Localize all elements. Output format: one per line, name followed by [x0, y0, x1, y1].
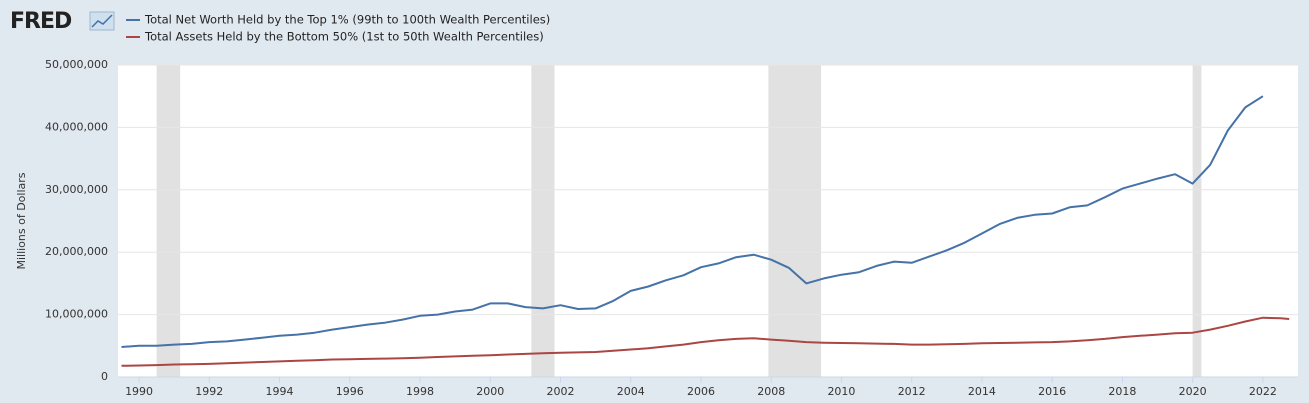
- y-tick-label: 30,000,000: [45, 183, 108, 196]
- x-tick-label: 1994: [266, 385, 294, 398]
- x-tick-label: 2012: [898, 385, 926, 398]
- x-tick-label: 2008: [757, 385, 785, 398]
- logo-icon: [89, 11, 115, 31]
- x-tick-label: 2018: [1108, 385, 1136, 398]
- y-tick-label: 10,000,000: [45, 308, 108, 321]
- y-tick-label: 20,000,000: [45, 245, 108, 258]
- x-tick-label: 2002: [547, 385, 575, 398]
- series-line: [121, 95, 1264, 348]
- x-tick-label: 1992: [195, 385, 223, 398]
- x-tick-label: 1998: [406, 385, 434, 398]
- recession-band: [1192, 65, 1202, 377]
- x-tick-label: 1990: [125, 385, 153, 398]
- y-axis-title: Millions of Dollars: [15, 172, 28, 269]
- recession-band: [156, 65, 181, 377]
- recession-band: [768, 65, 822, 377]
- legend-label: Total Net Worth Held by the Top 1% (99th…: [144, 13, 550, 27]
- x-tick-label: 2010: [827, 385, 855, 398]
- x-tick-label: 1996: [336, 385, 364, 398]
- x-tick-label: 2000: [476, 385, 504, 398]
- recession-band: [531, 65, 555, 377]
- y-tick-label: 0: [101, 370, 108, 383]
- x-tick-label: 2020: [1179, 385, 1207, 398]
- logo: FRED: [10, 9, 72, 34]
- x-tick-label: 2004: [617, 385, 645, 398]
- x-tick-label: 2022: [1249, 385, 1277, 398]
- x-tick-label: 2016: [1038, 385, 1066, 398]
- y-tick-label: 50,000,000: [45, 58, 108, 71]
- y-tick-label: 40,000,000: [45, 120, 108, 133]
- legend-label: Total Assets Held by the Bottom 50% (1st…: [144, 30, 544, 44]
- plot-area: [118, 65, 1298, 377]
- series-line: [121, 316, 1290, 367]
- x-tick-label: 2014: [968, 385, 996, 398]
- x-tick-label: 2006: [687, 385, 715, 398]
